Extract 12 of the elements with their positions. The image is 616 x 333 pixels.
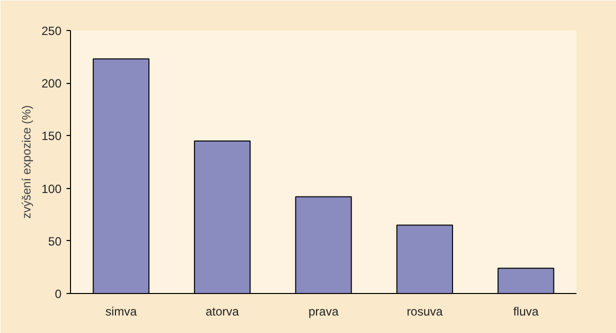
y-tick-label: 50 [48, 234, 62, 248]
x-tick-label: prava [308, 304, 339, 318]
x-tick-label: simva [105, 304, 138, 318]
y-tick-label: 150 [41, 129, 62, 144]
x-tick-label: rosuva [406, 304, 444, 318]
y-tick-label: 200 [41, 76, 62, 91]
y-tick-label: 250 [41, 24, 62, 38]
y-tick-label: 0 [54, 287, 62, 301]
y-tick-label: 100 [41, 182, 62, 196]
x-tick-label: fluva [513, 304, 539, 318]
x-tick-label: atorva [206, 304, 240, 318]
y-axis-title: zvýšení expozice (%) [19, 105, 34, 219]
